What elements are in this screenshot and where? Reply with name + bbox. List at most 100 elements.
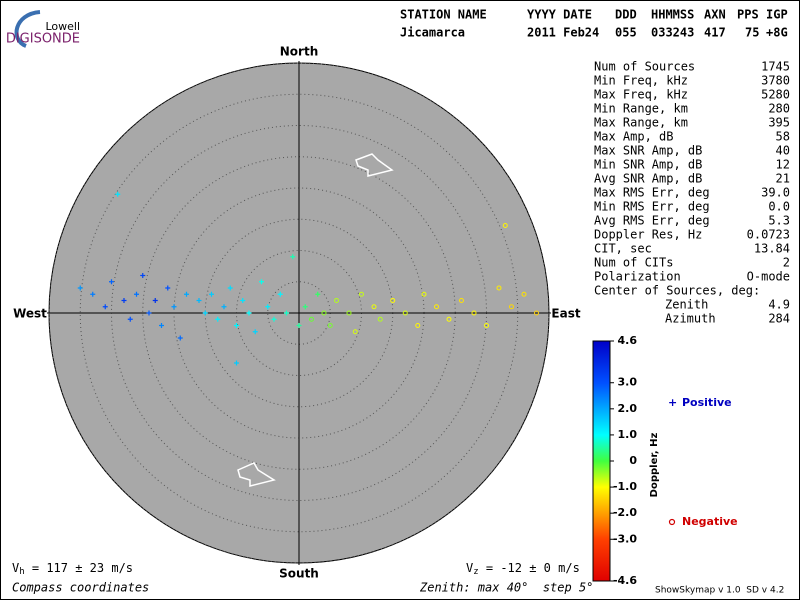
colorbar-label: Doppler, Hz [649,433,660,498]
source-negative [390,298,396,303]
source-negative [327,323,333,328]
stat-value: 0.0723 [747,228,790,242]
source-positive [127,316,133,322]
plot: North South West East [13,45,581,581]
source-positive [265,304,271,310]
source-negative [484,323,489,328]
header-value: Jicamarca [400,26,465,40]
source-negative [502,223,508,228]
source-negative [446,316,452,322]
stat-value: 13.84 [754,242,790,256]
stat-label: Num of Sources [594,60,695,74]
header-label: IGP [766,8,788,22]
stat-value: 39.0 [761,186,790,200]
legend: + Positive Negative [668,396,738,528]
center-value: 284 [768,312,790,326]
source-negative [434,304,439,310]
header-label: YYYY DATE [527,8,592,22]
source-positive [115,191,121,197]
stat-label: Num of CITs [594,256,673,270]
header-label: HHMMSS [651,8,694,22]
velocity-z: Vz = -12 ± 0 m/s [466,561,580,577]
legend-positive-symbol: + [668,396,677,409]
legend-negative: Negative [682,515,738,528]
colorbar-tick-label: 0 [629,454,637,467]
version: ShowSkymap v 1.0 SD v 4.2 [655,586,784,596]
source-negative [459,298,464,303]
stat-value: 40 [776,144,790,158]
colorbar-tick-label: 4.6 [618,334,638,347]
stat-label: Max Amp, dB [594,130,673,144]
header-label: STATION NAME [400,8,487,22]
stat-label: Max Freq, kHz [594,88,688,102]
source-positive [165,285,171,291]
stat-value: 58 [776,130,790,144]
source-positive [171,304,177,310]
source-negative [371,304,377,310]
stat-label: Avg RMS Err, deg [594,214,710,228]
logo: Lowell DIGISONDE [6,10,80,48]
logo-line1: Lowell [45,20,80,33]
colorbar-tick-label: -1.0 [613,480,637,493]
drift-arrows [237,153,394,487]
header-value: +8G [766,26,788,40]
stat-label: Max RMS Err, deg [594,186,710,200]
source-negative [359,291,364,297]
legend-negative-symbol [668,518,676,526]
center-label: Azimuth [665,312,716,326]
source-positive [284,310,289,316]
source-positive [240,298,246,303]
header-value: 75 [745,26,759,40]
source-positive [102,304,108,310]
source-negative [509,304,514,310]
compass-east: East [551,307,580,321]
source-positive [184,291,189,297]
stat-value: 395 [768,116,790,130]
source-positive [234,323,239,328]
compass-north: North [280,45,318,59]
source-positive [259,279,264,285]
stat-label: Min Freq, kHz [594,74,688,88]
value: = -12 ± 0 m/s [479,561,580,575]
source-positive [290,254,296,260]
stat-value: 3780 [761,74,790,88]
source-negative [534,310,539,316]
header-label: PPS [737,8,759,22]
colorbar-tick-label: 2.0 [618,402,638,415]
colorbar: 4.6 3.0 2.0 1.0 0 -1.0 -2.0 -3.0 -4.6 Doppler, Hz [592,334,660,587]
stat-value: O-mode [747,270,790,284]
source-positive [146,310,152,316]
source-positive [159,323,164,328]
logo-line2: DIGISONDE [6,32,80,47]
center-label: Zenith [665,298,708,312]
source-positive [215,316,221,322]
colorbar-fill [592,340,611,582]
source-positive [90,291,96,297]
source-positive [177,335,183,341]
drift-arrow [237,462,276,487]
header-value: 033243 [651,26,694,40]
source-negative [309,316,314,322]
stat-label: Avg SNR Amp, dB [594,172,702,186]
source-positive [246,310,252,316]
header-label: AXN [704,8,726,22]
source-positive [302,304,308,310]
value: = 117 ± 23 m/s [25,561,133,575]
source-positive [140,273,146,278]
zenith-note: Zenith: max 40° step 5° [419,581,593,595]
coordinates-note: Compass coordinates [12,581,149,595]
header-value: 417 [704,26,726,40]
source-positive [109,279,114,285]
source-negative [496,285,502,291]
stat-label: Polarization [594,270,681,284]
source-positive [121,298,127,303]
stat-value: 12 [776,158,790,172]
compass-west: West [13,307,47,321]
source-positive [221,304,227,310]
velocity-h: Vh = 117 ± 23 m/s [12,561,133,577]
source-positive [277,291,283,297]
source-negative [415,323,421,328]
colorbar-tick-label: 1.0 [618,428,638,441]
source-positive [234,360,239,366]
